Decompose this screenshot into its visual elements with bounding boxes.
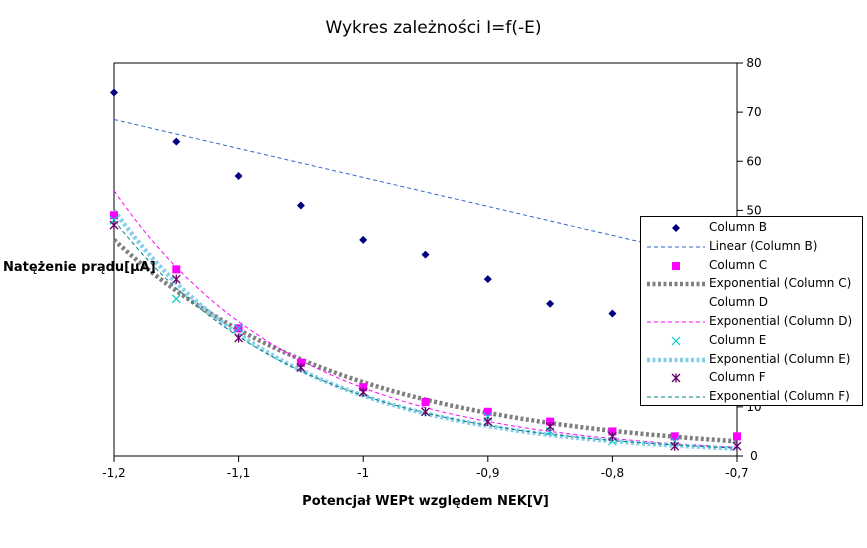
legend-label: Column C — [709, 257, 768, 272]
point-column-f — [421, 407, 430, 417]
legend-swatch — [643, 294, 707, 312]
legend-swatch — [647, 321, 705, 323]
point-column-b — [546, 299, 555, 308]
legend-label: Column D — [709, 295, 769, 310]
y-tick-label: 80 — [746, 56, 761, 70]
legend: Column B Linear (Column B) Column C Exponen… — [640, 216, 863, 406]
point-column-c — [733, 432, 741, 441]
point-column-c — [546, 417, 555, 426]
legend-item: Column D — [641, 294, 862, 313]
chart-title: Wykres zależności I=f(-E) — [325, 18, 542, 38]
legend-label: Column F — [709, 370, 766, 385]
point-column-c — [421, 397, 430, 406]
legend-item: Column E — [641, 332, 862, 351]
point-column-f — [234, 333, 244, 343]
legend-item: Exponential (Column E) — [641, 351, 862, 370]
legend-swatch — [672, 261, 680, 270]
legend-item: Exponential (Column F) — [641, 388, 862, 407]
legend-swatch — [647, 282, 705, 287]
point-column-f — [109, 220, 119, 230]
legend-item: Linear (Column B) — [641, 238, 862, 257]
legend-swatch — [647, 357, 705, 362]
point-column-b — [483, 275, 492, 284]
legend-label: Exponential (Column D) — [709, 314, 853, 328]
point-column-b — [359, 235, 368, 244]
y-tick-label: 60 — [746, 154, 761, 168]
point-column-c — [670, 432, 679, 441]
point-column-f — [296, 363, 306, 373]
legend-item: Exponential (Column D) — [641, 313, 862, 332]
legend-swatch — [671, 336, 681, 346]
legend-swatch — [647, 396, 705, 398]
x-axis: -1,2 -1,1 -1 -0,9 -0,8 -0,7 — [102, 456, 749, 480]
point-column-b — [234, 171, 243, 180]
point-column-c — [359, 383, 368, 392]
y-axis-title: Natężenie prądu[µA] — [3, 260, 156, 275]
point-column-f — [607, 431, 617, 441]
legend-marker — [672, 224, 680, 232]
y-tick-label: 50 — [746, 203, 761, 217]
point-column-c — [172, 265, 181, 274]
point-column-f — [670, 441, 680, 451]
y-tick-label: 0 — [750, 449, 758, 463]
point-column-e — [234, 323, 244, 333]
x-tick-label: -1,2 — [102, 466, 125, 480]
point-column-b — [296, 201, 305, 210]
x-tick-label: -0,7 — [725, 466, 748, 480]
x-tick-label: -1 — [357, 466, 369, 480]
legend-item: Column C — [641, 257, 862, 276]
legend-label: Column B — [709, 220, 768, 234]
legend-swatch — [647, 246, 705, 248]
point-column-f — [545, 422, 555, 432]
legend-label: Exponential (Column C) — [709, 276, 852, 291]
x-tick-label: -1,1 — [227, 466, 250, 480]
legend-marker — [671, 373, 681, 383]
point-column-c — [110, 211, 118, 220]
legend-marker — [672, 261, 680, 270]
point-column-b — [608, 309, 617, 318]
legend-marker — [671, 336, 681, 346]
legend-label: Exponential (Column F) — [709, 389, 850, 404]
point-column-b — [172, 137, 181, 146]
point-column-f — [732, 441, 742, 451]
point-column-c — [296, 358, 305, 367]
point-column-c — [483, 407, 492, 416]
point-column-c — [608, 427, 617, 436]
point-column-e — [171, 294, 181, 304]
legend-swatch — [671, 373, 681, 383]
legend-label: Column E — [709, 332, 767, 347]
x-axis-title: Potencjał WEPt względem NEK[V] — [302, 494, 549, 509]
x-tick-label: -0,8 — [601, 466, 624, 480]
legend-item: Column F — [641, 369, 862, 388]
legend-swatch — [672, 224, 680, 232]
y-tick-label: 70 — [746, 105, 761, 119]
point-column-f — [171, 274, 181, 284]
point-column-b — [110, 88, 118, 97]
point-column-f — [483, 417, 493, 427]
legend-item: Exponential (Column C) — [641, 275, 862, 294]
legend-label: Exponential (Column E) — [709, 351, 851, 366]
trendline-1 — [113, 119, 738, 265]
legend-label: Linear (Column B) — [709, 238, 818, 253]
point-column-b — [421, 250, 430, 259]
point-column-f — [358, 387, 368, 397]
x-tick-label: -0,9 — [476, 466, 499, 480]
legend-item: Column B — [641, 219, 862, 238]
